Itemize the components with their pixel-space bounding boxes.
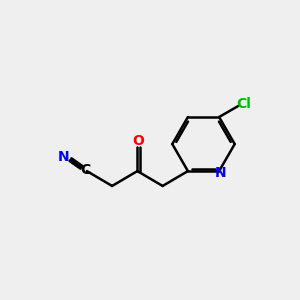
- Text: N: N: [58, 150, 70, 164]
- Text: N: N: [215, 166, 226, 180]
- Text: O: O: [133, 134, 145, 148]
- Text: Cl: Cl: [236, 98, 251, 111]
- Text: C: C: [80, 164, 91, 178]
